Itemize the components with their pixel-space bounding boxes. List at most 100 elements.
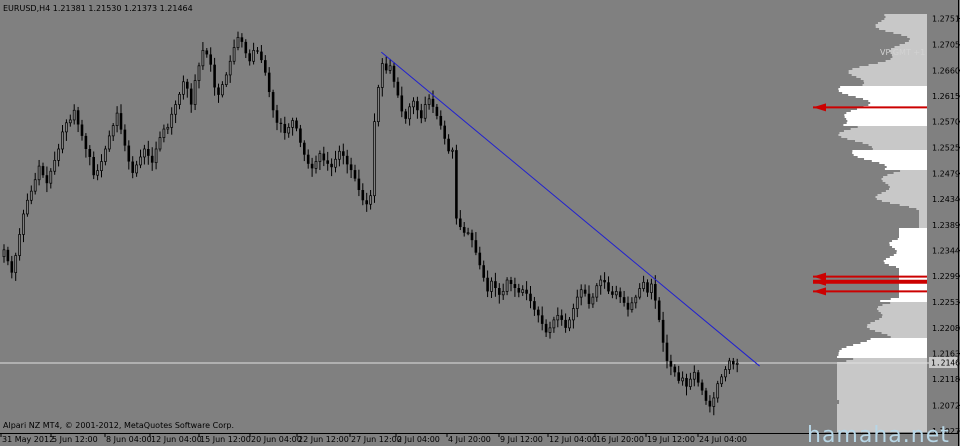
profile-bar [846,112,927,114]
candle [642,275,645,292]
candle [654,275,657,309]
price-tick-label: 1.27510 [932,15,960,24]
profile-bar [892,240,927,242]
candle-body-up [37,165,41,181]
candle [322,146,326,167]
candle [392,62,396,88]
profile-bar [837,388,927,390]
candle [139,149,142,169]
candle-body-down [435,106,439,116]
candle-body-up [634,296,638,304]
profile-bar [837,426,927,428]
candle [685,373,688,396]
candle [84,133,88,158]
candle [2,244,6,263]
candle-body-up [166,126,170,130]
trendline[interactable] [380,51,760,367]
profile-bar [919,218,927,220]
candle [224,72,228,88]
candle-body-up [575,296,579,309]
profile-bar [837,414,927,416]
candle-body-up [505,279,509,292]
profile-bar [891,48,927,50]
profile-bar [837,408,927,410]
candle-body-up [466,232,470,235]
price-axis: 1.27510 1.27050 1.26600 1.26150 1.25700 1.252… [932,0,960,446]
candle-body-up [221,84,224,96]
profile-bar [893,254,927,256]
candle [521,285,525,296]
candle [107,130,111,152]
candle-body-down [330,163,333,168]
candle-body-down [661,319,665,343]
candle [228,55,232,83]
candle [314,155,318,174]
candle-body-down [256,50,259,52]
candle-body-up [735,362,739,365]
candle-body-up [728,360,731,370]
candle-body-up [291,120,294,128]
candle-body-down [587,293,591,304]
profile-bar [888,188,927,190]
profile-bar [837,374,927,376]
candle [271,89,275,118]
profile-bar [837,378,927,380]
candle-body-up [521,289,525,293]
candle [692,365,696,387]
profile-bar [889,242,927,244]
key-level-arrow [813,287,826,296]
candle-body-up [100,161,103,171]
candle-body-up [236,36,240,48]
profile-bar [872,148,927,150]
profile-bar [884,18,927,20]
candle-body-down [443,125,446,139]
candle-body-up [14,255,18,273]
candle-body-down [540,315,544,324]
price-tick-label: 1.21180 [932,375,960,384]
profile-bar [890,302,927,304]
candle [724,366,727,382]
candle [174,100,177,124]
time-tick-label: 19 Jul 12:00 [647,435,695,444]
profile-bar [919,210,927,212]
profile-bar [895,266,927,268]
candle [357,169,361,197]
candle-body-up [193,80,197,105]
candle [147,140,150,165]
candle-body-up [501,291,505,296]
profile-bar [875,196,927,198]
candle-body-up [170,113,174,128]
candle [26,193,29,217]
candle-body-up [49,170,53,184]
time-tick-label: 27 Jun 12:00 [351,435,402,444]
price-tick-label: 1.25700 [932,118,960,127]
profile-bar [844,114,927,116]
candle-body-up [18,234,21,256]
profile-bar [837,376,927,378]
candle-body-up [318,153,322,162]
candle [213,57,216,96]
profile-bar [885,16,927,18]
candle [575,289,579,318]
candle [735,358,739,373]
candle-body-down [189,88,193,105]
candle [377,84,380,127]
profile-bar [852,150,927,152]
profile-bar [857,126,927,128]
profile-bar [885,182,927,184]
candle [111,123,115,141]
profile-bar [837,398,927,400]
candle-body-up [579,289,583,298]
profile-bar [892,246,927,248]
candle [162,124,166,143]
candle-body-up [650,283,653,293]
profile-bar [837,410,927,412]
profile-bar [871,160,927,162]
candle-body-down [131,161,134,173]
profile-bar [893,172,927,174]
candle-body-up [334,158,337,168]
candle-body-down [486,277,489,292]
profile-bar [837,356,927,358]
